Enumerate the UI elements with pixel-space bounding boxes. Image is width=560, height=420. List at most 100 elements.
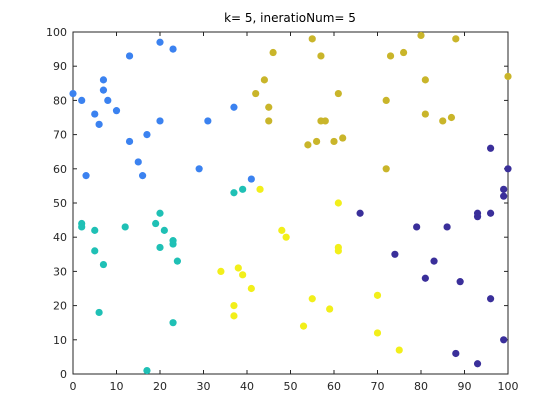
data-point xyxy=(448,114,455,121)
data-point xyxy=(156,244,163,251)
data-point xyxy=(335,247,342,254)
data-point xyxy=(265,104,272,111)
data-point xyxy=(196,165,203,172)
data-point xyxy=(383,97,390,104)
y-tick-label: 70 xyxy=(53,129,67,142)
data-point xyxy=(300,323,307,330)
data-point xyxy=(69,90,76,97)
x-tick-label: 100 xyxy=(498,380,519,393)
y-tick-label: 30 xyxy=(53,265,67,278)
data-point xyxy=(396,346,403,353)
x-tick-label: 70 xyxy=(371,380,385,393)
data-point xyxy=(96,309,103,316)
data-point xyxy=(383,165,390,172)
data-point xyxy=(239,271,246,278)
plot-area xyxy=(73,32,508,374)
data-point xyxy=(169,240,176,247)
data-point xyxy=(313,138,320,145)
data-point xyxy=(400,49,407,56)
data-point xyxy=(265,117,272,124)
y-tick-label: 40 xyxy=(53,231,67,244)
data-point xyxy=(78,97,85,104)
data-point xyxy=(487,145,494,152)
data-point xyxy=(248,175,255,182)
data-point xyxy=(156,39,163,46)
data-point xyxy=(204,117,211,124)
data-point xyxy=(100,76,107,83)
data-point xyxy=(235,264,242,271)
data-point xyxy=(217,268,224,275)
data-point xyxy=(487,210,494,217)
x-tick-label: 0 xyxy=(70,380,77,393)
data-point xyxy=(91,110,98,117)
data-point xyxy=(422,110,429,117)
x-tick-label: 10 xyxy=(110,380,124,393)
data-point xyxy=(139,172,146,179)
data-point xyxy=(261,76,268,83)
data-point xyxy=(322,117,329,124)
data-point xyxy=(169,319,176,326)
data-point xyxy=(96,121,103,128)
data-point xyxy=(174,258,181,265)
x-tick-label: 30 xyxy=(197,380,211,393)
data-point xyxy=(169,46,176,53)
data-point xyxy=(387,52,394,59)
data-point xyxy=(374,292,381,299)
data-point xyxy=(457,278,464,285)
data-point xyxy=(500,186,507,193)
data-point xyxy=(330,138,337,145)
data-point xyxy=(252,90,259,97)
data-point xyxy=(413,223,420,230)
y-tick-label: 50 xyxy=(53,197,67,210)
data-point xyxy=(156,210,163,217)
data-point xyxy=(135,158,142,165)
data-point xyxy=(143,131,150,138)
data-point xyxy=(500,193,507,200)
plot-frame xyxy=(73,32,508,374)
data-point xyxy=(335,90,342,97)
data-point xyxy=(444,223,451,230)
data-point xyxy=(374,329,381,336)
data-point xyxy=(143,367,150,374)
data-point xyxy=(430,258,437,265)
data-point xyxy=(230,104,237,111)
chart-title: k= 5, ineratioNum= 5 xyxy=(224,11,356,25)
x-tick-label: 40 xyxy=(240,380,254,393)
x-tick-label: 90 xyxy=(458,380,472,393)
data-point xyxy=(230,302,237,309)
y-tick-label: 90 xyxy=(53,60,67,73)
data-point xyxy=(161,227,168,234)
data-point xyxy=(422,275,429,282)
data-point xyxy=(152,220,159,227)
data-point xyxy=(230,312,237,319)
data-point xyxy=(439,117,446,124)
data-point xyxy=(339,134,346,141)
data-point xyxy=(357,210,364,217)
data-point xyxy=(91,227,98,234)
x-tick-label: 50 xyxy=(284,380,298,393)
data-point xyxy=(91,247,98,254)
y-tick-label: 100 xyxy=(46,26,67,39)
data-point xyxy=(256,186,263,193)
data-point xyxy=(326,305,333,312)
data-point xyxy=(104,97,111,104)
data-point xyxy=(422,76,429,83)
y-tick-label: 60 xyxy=(53,163,67,176)
x-tick-label: 80 xyxy=(414,380,428,393)
data-point xyxy=(283,234,290,241)
data-point xyxy=(309,35,316,42)
data-point xyxy=(126,138,133,145)
data-point xyxy=(452,35,459,42)
data-point xyxy=(270,49,277,56)
data-point xyxy=(474,213,481,220)
data-point xyxy=(391,251,398,258)
data-point xyxy=(335,199,342,206)
data-point xyxy=(474,360,481,367)
data-point xyxy=(78,223,85,230)
y-tick-label: 20 xyxy=(53,300,67,313)
data-point xyxy=(113,107,120,114)
data-point xyxy=(504,73,511,80)
data-point xyxy=(100,261,107,268)
data-point xyxy=(156,117,163,124)
